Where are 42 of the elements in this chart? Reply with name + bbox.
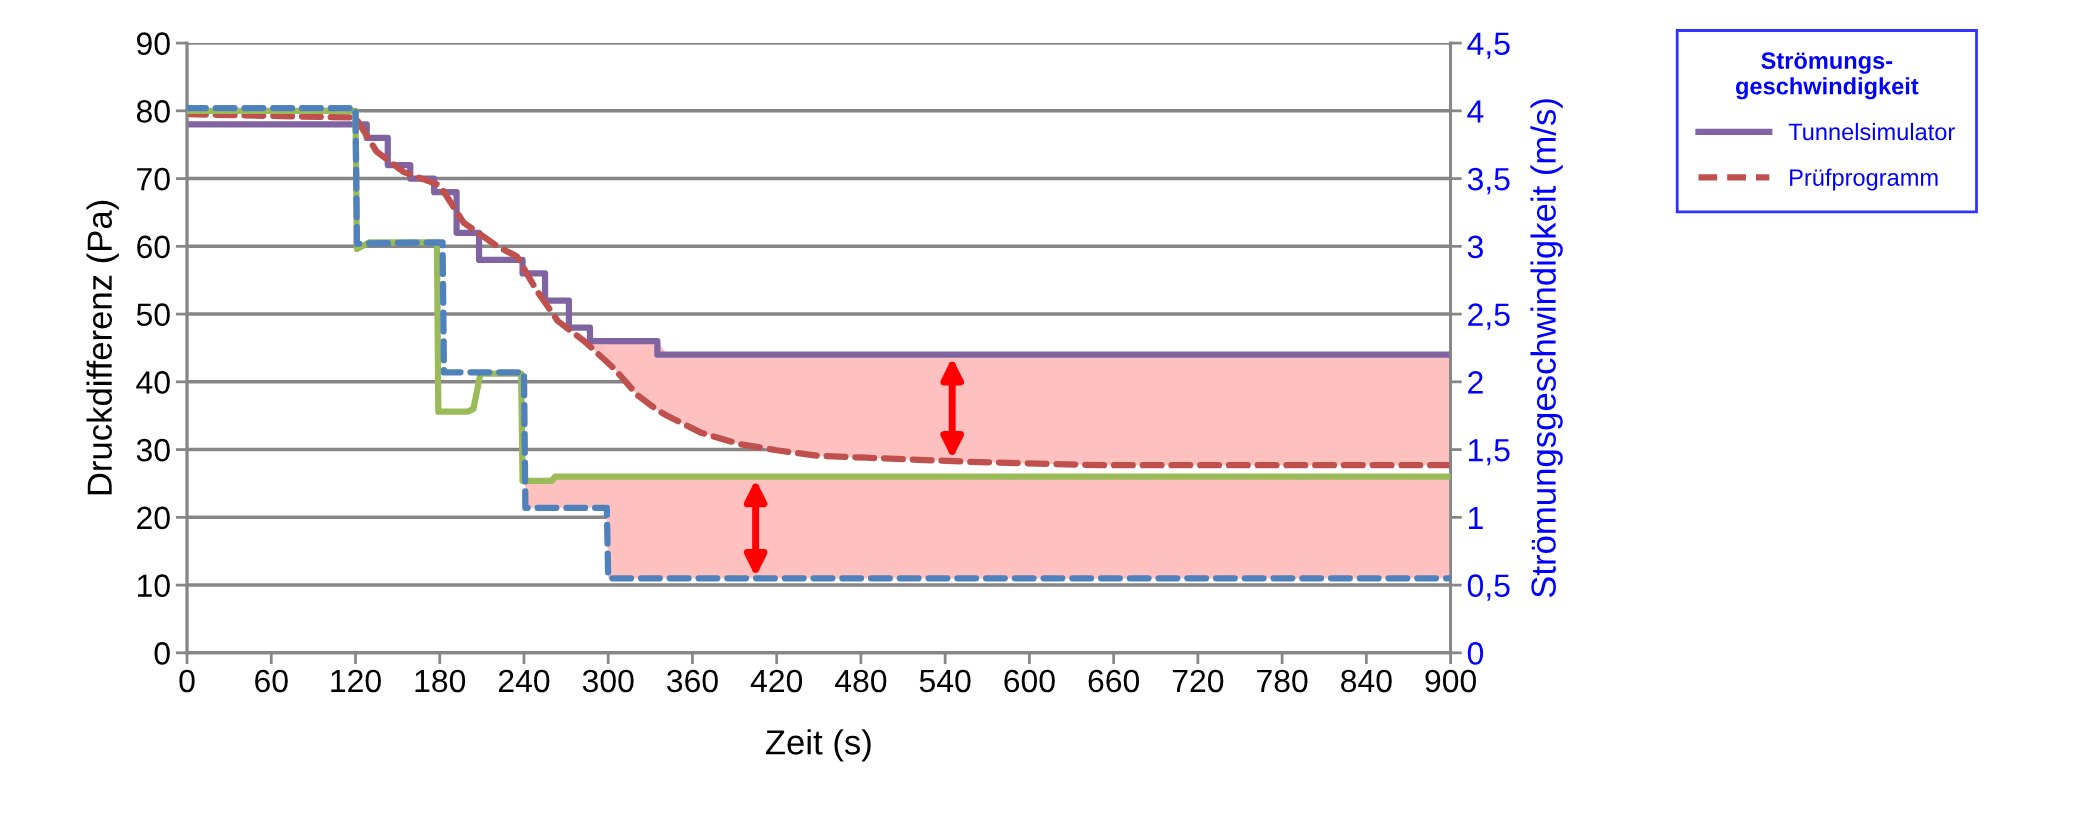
y-tick-label: 50 [136,303,170,326]
y2-tick-label: 1,5 [1469,439,1510,466]
y-tick-label: 80 [136,100,170,123]
y2-tick-label: 0,5 [1467,574,1510,601]
x-tick-label: 780 [1257,669,1308,693]
y2-tick-label: 4,5 [1467,32,1510,59]
x-tick-label: 420 [750,669,803,693]
x-tick-label: 60 [255,669,288,693]
legend-label: Tunnelsimulator [1788,122,1955,141]
y-axis-title: Druckdifferenz (Pa) [86,200,119,495]
y-tick-label: 40 [136,371,170,394]
y2-tick-label: 2,5 [1468,303,1510,330]
legend-label: Prüfprogramm [1790,168,1938,191]
y2-tick-label: 0 [1467,642,1484,665]
y2-tick-label: 1 [1469,506,1483,529]
x-tick-label: 900 [1425,669,1476,693]
x-tick-label: 120 [331,669,381,693]
y2-tick-label: 2 [1468,371,1483,394]
y2-tick-label: 3,5 [1467,167,1510,195]
y-tick-label: 0 [154,642,170,665]
y-tick-label: 20 [137,506,170,530]
y2-tick-label: 3 [1467,235,1483,259]
x-tick-label: 300 [582,669,634,693]
x-tick-label: 840 [1341,669,1392,693]
x-tick-label: 540 [919,669,971,693]
x-tick-label: 360 [667,669,718,693]
x-tick-label: 0 [179,669,195,693]
y-tick-label: 10 [137,574,170,597]
y-tick-label: 70 [137,167,170,191]
x-tick-label: 240 [498,669,550,693]
y-tick-label: 30 [136,438,170,462]
y2-tick-label: 4 [1467,100,1484,123]
x-tick-label: 480 [835,669,887,693]
y-tick-label: 60 [137,235,170,259]
y-tick-label: 90 [137,32,170,55]
x-tick-label: 180 [415,669,466,693]
legend-title: Strömungs- geschwindigkeit [1735,52,1919,100]
y2-axis-title: Strömungsgeschwindigkeit (m/s) [1530,99,1563,598]
x-tick-label: 720 [1172,669,1224,693]
x-tick-label: 660 [1088,669,1140,693]
x-tick-label: 600 [1004,669,1055,693]
x-axis-title: Zeit (s) [765,729,871,762]
